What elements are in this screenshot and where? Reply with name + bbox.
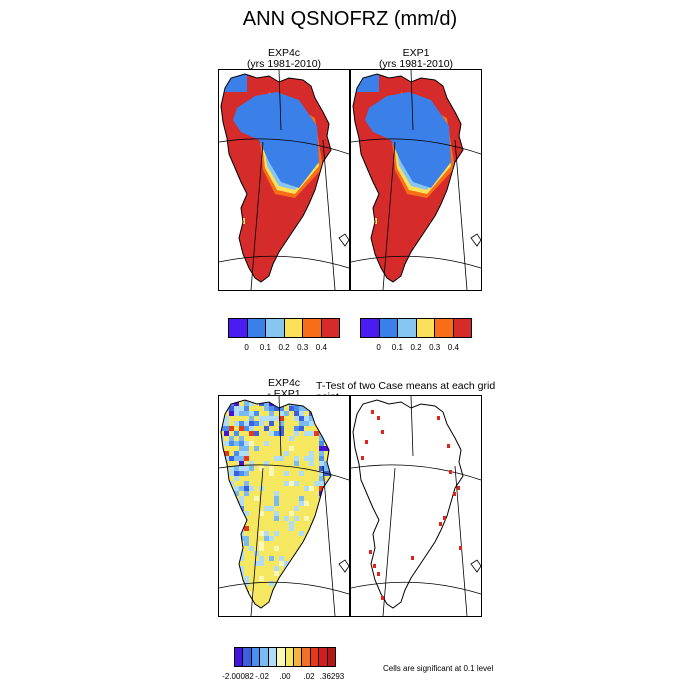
significant-cell xyxy=(365,440,368,444)
significant-cell xyxy=(449,470,452,474)
colorbar-swatches xyxy=(228,318,340,338)
colorbar-swatch xyxy=(293,648,303,666)
colorbar-swatch xyxy=(321,319,339,337)
colorbar-tick-label: .02 xyxy=(303,672,315,681)
map-exp1 xyxy=(351,70,481,290)
significant-cell xyxy=(447,444,450,448)
colorbar-exp1: 0 0.1 0.2 0.3 0.4 xyxy=(360,318,472,358)
significant-cell xyxy=(457,486,460,490)
significant-cell xyxy=(437,416,440,420)
colorbar-swatch xyxy=(302,648,311,666)
colorbar-swatch xyxy=(361,319,380,337)
map-difference xyxy=(219,396,349,616)
panel-title-exp1: EXP1 (yrs 1981-2010) xyxy=(350,48,482,70)
colorbar-swatch xyxy=(243,648,252,666)
colorbar-swatch xyxy=(277,648,286,666)
colorbar-swatch xyxy=(435,319,454,337)
colorbar-swatch xyxy=(235,648,244,666)
significant-cell xyxy=(361,456,364,460)
colorbar-swatch xyxy=(229,319,248,337)
colorbar-tick-label: -.02 xyxy=(255,672,269,681)
significant-cell xyxy=(381,430,384,434)
panel-title-exp4c: EXP4c (yrs 1981-2010) xyxy=(218,48,350,70)
main-title: ANN QSNOFRZ (mm/d) xyxy=(242,8,458,30)
significant-cell xyxy=(411,556,414,560)
significant-cell xyxy=(377,572,380,576)
snowfreeze-field xyxy=(353,74,463,282)
colorbar-swatch xyxy=(416,319,435,337)
colorbar-swatch xyxy=(247,319,266,337)
panel-title-line2: (yrs 1981-2010) xyxy=(378,58,454,70)
colorbar-tick-label: .00 xyxy=(279,672,291,681)
colorbar-swatch xyxy=(266,319,285,337)
difference-field xyxy=(221,400,331,608)
significant-cell xyxy=(459,546,462,550)
colorbar-swatch xyxy=(319,648,328,666)
colorbar-ticks: 0 0.1 0.2 0.3 0.4 xyxy=(228,338,340,352)
colorbar-swatches xyxy=(234,647,336,667)
significant-cell xyxy=(369,550,372,554)
map-panel-ttest xyxy=(350,395,482,617)
colorbar-tick-label: 0.4 xyxy=(447,343,459,352)
colorbar-swatch xyxy=(310,648,320,666)
significant-cell xyxy=(453,492,456,496)
significant-cell xyxy=(371,410,374,414)
colorbar-tick-label: 0 xyxy=(376,343,381,352)
colorbar-tick-label: -2.00082 xyxy=(222,672,254,681)
panel-title-line1: EXP1 xyxy=(402,47,430,59)
colorbar-tick-label: 0.1 xyxy=(391,343,403,352)
colorbar-difference: -2.00082 -.02 .00 .02 .36293 xyxy=(222,647,344,681)
colorbar-tick-label: 0.4 xyxy=(315,343,327,352)
panel-title-line1: EXP4c xyxy=(267,47,301,59)
significant-cell xyxy=(373,564,376,568)
colorbar-tick-label: 0 xyxy=(244,343,249,352)
colorbar-swatch xyxy=(260,648,269,666)
colorbar-ticks: -2.00082 -.02 .00 .02 .36293 xyxy=(222,667,344,681)
significant-cell xyxy=(377,416,380,420)
colorbar-tick-label: 0.1 xyxy=(259,343,271,352)
significant-cell xyxy=(381,596,384,600)
colorbar-ticks: 0 0.1 0.2 0.3 0.4 xyxy=(360,338,472,352)
map-ttest xyxy=(351,396,481,616)
colorbar-tick-label: 0.2 xyxy=(410,343,422,352)
colorbar-tick-label: 0.3 xyxy=(429,343,441,352)
colorbar-tick-label: 0.2 xyxy=(278,343,290,352)
colorbar-tick-label: .36293 xyxy=(319,672,345,681)
colorbar-swatch xyxy=(251,648,261,666)
colorbar-swatch xyxy=(284,319,303,337)
colorbar-swatch xyxy=(285,648,294,666)
panel-title-line2: (yrs 1981-2010) xyxy=(246,58,322,70)
colorbar-tick-label: 0.3 xyxy=(297,343,309,352)
map-panel-difference xyxy=(218,395,350,617)
colorbar-swatch xyxy=(303,319,322,337)
colorbar-exp4c: 0 0.1 0.2 0.3 0.4 xyxy=(228,318,340,358)
colorbar-swatch xyxy=(268,648,278,666)
map-panel-exp1 xyxy=(350,69,482,291)
significance-note: Cells are significant at 0.1 level xyxy=(383,664,494,673)
snowfreeze-field xyxy=(221,74,331,282)
map-panel-exp4c xyxy=(218,69,350,291)
panel-title-diff: EXP4c - EXP1 xyxy=(218,378,350,400)
panel-title-line1: EXP4c xyxy=(267,377,301,389)
map-exp4c xyxy=(219,70,349,290)
colorbar-swatch xyxy=(379,319,398,337)
colorbar-swatches xyxy=(360,318,472,338)
panel-title-line2: - EXP1 xyxy=(267,388,301,400)
significant-cell xyxy=(439,522,442,526)
colorbar-swatch xyxy=(327,648,336,666)
significant-cell xyxy=(443,516,446,520)
colorbar-swatch xyxy=(398,319,417,337)
colorbar-swatch xyxy=(453,319,471,337)
